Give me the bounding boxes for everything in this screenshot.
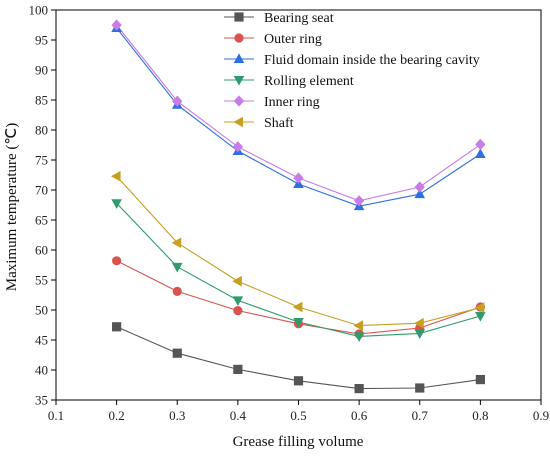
plot-frame [55, 9, 542, 401]
x-tick-label: 0.1 [48, 408, 64, 423]
data-point [112, 322, 122, 332]
legend-marker [233, 53, 245, 63]
data-point [233, 305, 243, 316]
y-tick-label: 75 [35, 153, 48, 168]
data-point [171, 237, 182, 249]
x-tick-label: 0.3 [169, 408, 185, 423]
legend-label: Fluid domain inside the bearing cavity [264, 53, 480, 68]
legend-marker [233, 76, 245, 86]
legend-label: Inner ring [264, 95, 320, 110]
data-point [353, 320, 364, 331]
x-tick-label: 0.2 [109, 408, 125, 423]
y-tick-label: 80 [35, 123, 48, 138]
y-tick-label: 40 [35, 363, 48, 378]
x-tick-label: 0.9 [533, 408, 549, 423]
legend-label: Outer ring [264, 32, 322, 47]
y-tick-label: 100 [29, 3, 49, 18]
legend-marker [234, 33, 244, 43]
legend-marker [233, 116, 243, 128]
x-tick-label: 0.7 [412, 408, 429, 423]
y-tick-label: 65 [35, 213, 48, 228]
legend-label: Rolling element [264, 74, 354, 89]
data-point [353, 332, 365, 343]
data-point [475, 138, 486, 151]
axis-ticks: 0.1 0.2 0.3 0.4 0.5 0.6 0.7 0.8 0.9 35 40 45 50 55 60 6… [29, 3, 550, 424]
legend-marker [233, 95, 245, 107]
x-tick-label: 0.5 [290, 408, 306, 423]
y-tick-label: 85 [35, 93, 48, 108]
legend-label: Shaft [264, 116, 294, 131]
data-point [232, 275, 242, 287]
data-point [110, 170, 121, 182]
legend: Bearing seat Outer ring Fluid domain insid… [224, 11, 480, 131]
data-point [474, 302, 485, 313]
y-tick-label: 95 [35, 33, 48, 48]
data-point [293, 376, 304, 386]
data-point [232, 141, 244, 153]
y-tick-label: 45 [35, 333, 48, 348]
y-axis-title: Maximum temperature (℃) [4, 123, 20, 291]
y-tick-label: 90 [35, 63, 48, 78]
x-tick-label: 0.4 [230, 408, 247, 423]
y-tick-label: 55 [35, 273, 48, 288]
data-point [475, 374, 485, 385]
data-point [414, 188, 426, 199]
data-point [475, 312, 486, 322]
x-tick-label: 0.8 [472, 408, 488, 423]
legend-marker [234, 12, 244, 22]
data-point [111, 19, 122, 31]
y-tick-label: 70 [35, 183, 48, 198]
y-tick-label: 60 [35, 243, 48, 258]
data-point [353, 195, 365, 207]
data-point [414, 181, 425, 193]
data-point [172, 348, 182, 358]
data-point [415, 383, 425, 393]
data-point [172, 95, 183, 107]
plot-axes [55, 9, 542, 401]
legend-label: Bearing seat [264, 11, 334, 26]
data-point [475, 148, 486, 158]
data-point [354, 383, 364, 394]
series-line [116, 175, 481, 327]
data-point [232, 296, 244, 307]
series-markers [110, 19, 486, 394]
data-point [293, 172, 304, 184]
series-line [116, 202, 481, 337]
data-point [233, 364, 243, 375]
data-point [414, 317, 424, 329]
data-point [414, 329, 426, 340]
data-point [171, 262, 183, 273]
data-point [292, 301, 303, 313]
x-tick-label: 0.6 [351, 408, 368, 423]
data-point [172, 286, 182, 296]
x-axis-title: Grease filling volume [233, 434, 364, 450]
data-point [293, 318, 304, 328]
y-tick-label: 50 [35, 303, 48, 318]
data-point [112, 256, 122, 266]
data-point [111, 199, 122, 209]
y-tick-label: 35 [35, 393, 48, 408]
